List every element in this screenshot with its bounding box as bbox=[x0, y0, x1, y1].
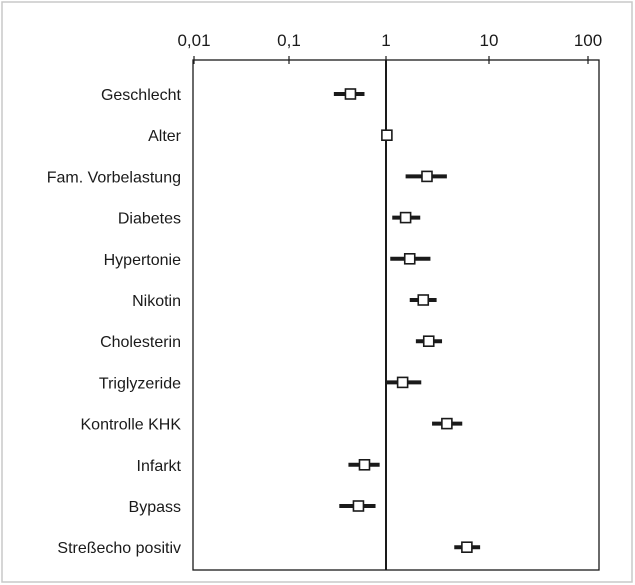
row-labels: Geschlecht Alter Fam. Vorbelastung Diabetes… bbox=[47, 87, 182, 557]
x-tick-label: 100 bbox=[574, 31, 602, 50]
estimate-marker bbox=[421, 170, 433, 183]
estimate-marker bbox=[461, 541, 473, 554]
x-tick-label: 1 bbox=[381, 31, 390, 50]
estimate-marker bbox=[422, 335, 435, 348]
row-label: Alter bbox=[148, 128, 182, 145]
row-label: Nikotin bbox=[132, 293, 181, 310]
estimate-marker bbox=[381, 129, 393, 141]
estimate-marker bbox=[352, 500, 365, 512]
plot-area bbox=[192, 59, 600, 571]
estimate-marker bbox=[358, 458, 371, 471]
estimate-marks bbox=[333, 88, 481, 554]
x-tick-label: 10 bbox=[480, 31, 499, 50]
estimate-marker bbox=[396, 376, 409, 389]
x-tick-label: 0,1 bbox=[277, 31, 301, 50]
row-label: Fam. Vorbelastung bbox=[47, 169, 181, 186]
row-label: Bypass bbox=[129, 499, 181, 516]
row-label: Infarkt bbox=[137, 458, 182, 475]
row-label: Kontrolle KHK bbox=[81, 417, 182, 434]
estimate-marker bbox=[344, 88, 357, 100]
row-label: Triglyzeride bbox=[99, 375, 181, 392]
x-axis-tick-labels: 0,01 0,1 1 10 100 bbox=[177, 31, 602, 50]
estimate-marker bbox=[399, 211, 412, 224]
row-label: Diabetes bbox=[118, 211, 181, 228]
estimate-marker bbox=[403, 253, 416, 265]
estimate-marker bbox=[417, 294, 430, 306]
x-tick-label: 0,01 bbox=[177, 31, 210, 50]
row-label: Cholesterin bbox=[100, 334, 181, 351]
row-label: Streßecho positiv bbox=[57, 540, 181, 557]
row-label: Geschlecht bbox=[101, 87, 182, 104]
row-label: Hypertonie bbox=[104, 252, 181, 269]
estimate-marker bbox=[441, 417, 453, 430]
x-axis-ticks bbox=[193, 56, 589, 64]
